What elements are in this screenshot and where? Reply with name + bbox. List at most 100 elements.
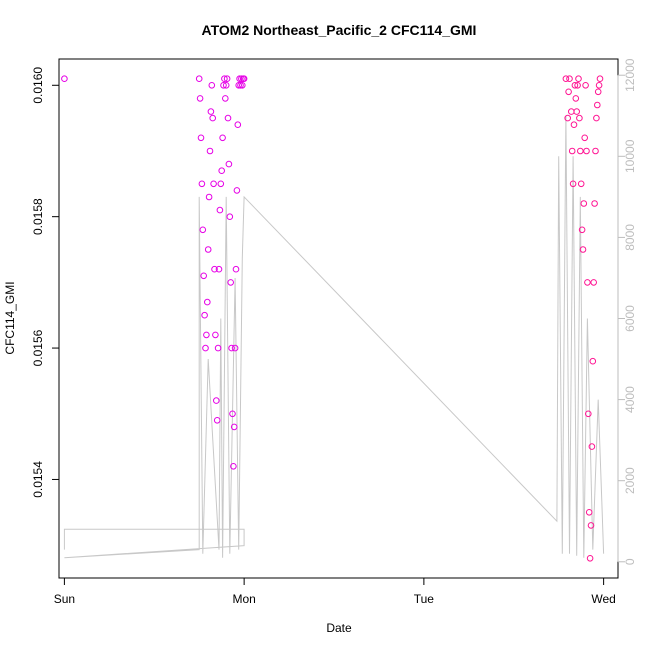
data-point	[219, 134, 226, 142]
data-point	[230, 463, 237, 470]
data-point	[228, 344, 235, 352]
data-point	[590, 279, 598, 286]
data-point	[199, 226, 207, 234]
data-point	[222, 95, 229, 102]
data-point	[568, 147, 576, 155]
data-point	[587, 522, 595, 529]
data-point	[209, 114, 216, 122]
data-point	[208, 82, 216, 89]
data-point	[202, 344, 209, 352]
data-point	[229, 410, 236, 418]
data-point	[566, 75, 573, 82]
data-point	[238, 75, 245, 82]
y2-tick-label: 8000	[623, 224, 637, 251]
data-point	[239, 82, 246, 89]
data-point	[592, 147, 599, 155]
data-point	[582, 82, 589, 89]
data-point	[233, 187, 241, 194]
data-point	[230, 423, 238, 431]
data-point	[585, 410, 592, 418]
data-point	[570, 121, 578, 128]
data-point	[203, 331, 210, 339]
altitude-line	[63, 115, 605, 559]
data-point	[223, 75, 231, 82]
data-point	[220, 82, 227, 89]
data-point	[214, 344, 222, 352]
data-point	[583, 147, 590, 155]
chart-title: ATOM2 Northeast_Pacific_2 CFC114_GMI	[202, 22, 477, 38]
data-point	[207, 108, 215, 115]
data-point	[61, 75, 68, 82]
data-point	[231, 344, 239, 352]
data-point	[585, 509, 593, 516]
data-point	[206, 147, 214, 155]
data-point	[595, 82, 603, 89]
data-point	[569, 180, 577, 188]
y2-tick-label: 0	[623, 558, 637, 565]
data-point	[596, 75, 604, 82]
data-point	[593, 114, 600, 122]
data-point	[574, 82, 581, 89]
data-point	[594, 88, 602, 96]
y-axis: 0.0154 0.0156 0.0158 0.0160	[31, 67, 60, 498]
data-point	[216, 206, 224, 214]
data-point	[578, 226, 586, 234]
y2-tick-label: 12000	[623, 58, 637, 92]
x-tick-label: Tue	[414, 592, 435, 606]
data-point	[573, 108, 581, 115]
data-point	[232, 265, 240, 273]
data-point	[226, 213, 234, 220]
data-point	[577, 147, 584, 155]
data-point	[213, 417, 221, 424]
y2-tick-label: 6000	[623, 305, 637, 332]
data-point	[198, 180, 206, 188]
data-point	[235, 82, 242, 89]
data-point	[588, 443, 596, 450]
x-tick-label: Mon	[232, 592, 255, 606]
data-point	[215, 265, 223, 273]
y-tick-label: 0.0156	[31, 329, 45, 366]
data-point	[196, 95, 204, 102]
y2-tick-label: 2000	[623, 467, 637, 494]
data-point	[225, 160, 233, 168]
data-point	[236, 75, 243, 82]
data-point	[195, 75, 203, 82]
y2-tick-label: 4000	[623, 386, 637, 413]
data-point	[221, 75, 228, 82]
data-point	[200, 272, 207, 280]
y-tick-label: 0.0154	[31, 461, 45, 498]
data-point	[237, 82, 244, 89]
x-axis-label: Date	[326, 621, 352, 635]
data-point	[197, 134, 205, 142]
y-tick-label: 0.0160	[31, 67, 45, 104]
data-point	[584, 279, 591, 286]
data-point	[211, 265, 218, 273]
data-point	[565, 88, 572, 96]
data-point	[217, 180, 225, 188]
data-point	[581, 134, 589, 142]
data-point	[591, 200, 598, 207]
data-point	[218, 167, 225, 174]
altitude-layer	[63, 115, 605, 559]
data-point	[564, 114, 572, 122]
data-point	[227, 279, 234, 286]
data-point	[240, 75, 248, 82]
data-point	[586, 555, 594, 562]
data-point	[572, 95, 580, 102]
data-point	[234, 121, 242, 128]
data-point	[222, 82, 230, 89]
data-point	[562, 75, 570, 82]
points-layer	[61, 75, 604, 562]
data-point	[576, 114, 583, 122]
data-point	[589, 357, 597, 365]
data-point	[571, 82, 579, 89]
data-point	[210, 180, 217, 188]
data-point	[577, 180, 585, 188]
data-point	[212, 331, 219, 339]
x-axis: Sun Mon Tue Wed	[54, 577, 616, 606]
data-point	[205, 193, 213, 201]
y2-axis-right: 0 2000 4000 6000 8000 10000 12000	[617, 58, 637, 565]
y2-tick-label: 10000	[623, 139, 637, 173]
data-point	[224, 114, 232, 122]
